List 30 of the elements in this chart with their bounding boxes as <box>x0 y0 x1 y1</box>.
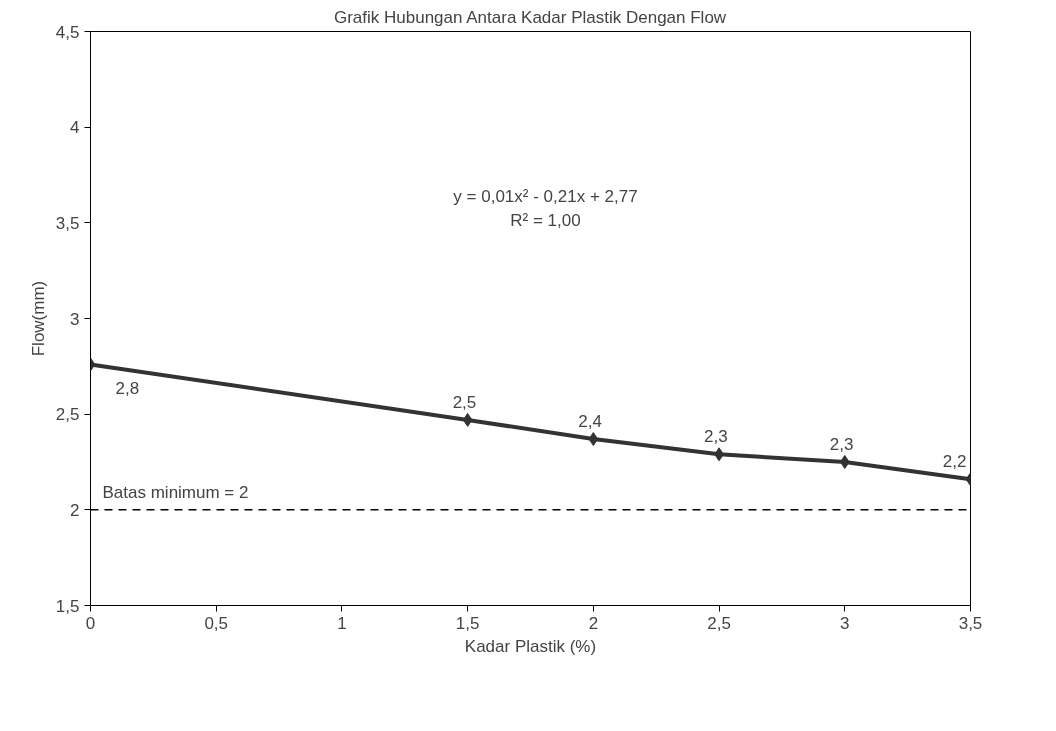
annotation: y = 0,01x² - 0,21x + 2,77 <box>453 186 638 206</box>
data-label: 2,2 <box>942 452 967 472</box>
x-axis-title: Kadar Plastik (%) <box>464 636 597 656</box>
x-tick-label: 0,5 <box>204 613 229 633</box>
x-tick-label: 1,5 <box>455 613 480 633</box>
x-tick-label: 3,5 <box>958 613 983 633</box>
y-tick-label: 4,5 <box>55 22 80 42</box>
point <box>462 412 473 427</box>
y-tick-label: 3 <box>70 309 80 329</box>
x-tick-label: 3 <box>840 613 850 633</box>
x-tick-label: 0 <box>85 613 96 633</box>
y-axis-title: Flow(mm) <box>28 280 48 357</box>
data-label: 2,4 <box>578 412 602 432</box>
y-tick-label: 1,5 <box>55 596 80 616</box>
annotation: R² = 1,00 <box>510 210 581 230</box>
y-tick-label: 2,5 <box>55 405 80 425</box>
data-label: 2,5 <box>452 392 477 412</box>
point <box>839 455 850 469</box>
chart-title: Grafik Hubungan Antara Kadar Plastik Dengan Flow <box>333 7 727 27</box>
x-tick-label: 1 <box>337 613 347 633</box>
ref-line-label: Batas minimum = 2 <box>102 482 249 502</box>
x-tick-label: 2,5 <box>707 613 731 633</box>
y-tick-label: 2 <box>70 500 80 520</box>
y-tick-label: 3,5 <box>55 213 80 233</box>
y-tick-label: 4 <box>70 118 80 138</box>
data-label: 2,3 <box>704 427 728 447</box>
x-tick-label: 2 <box>588 613 599 633</box>
data-label: 2,8 <box>115 379 140 399</box>
point <box>588 432 599 447</box>
data-label: 2,3 <box>829 435 854 454</box>
